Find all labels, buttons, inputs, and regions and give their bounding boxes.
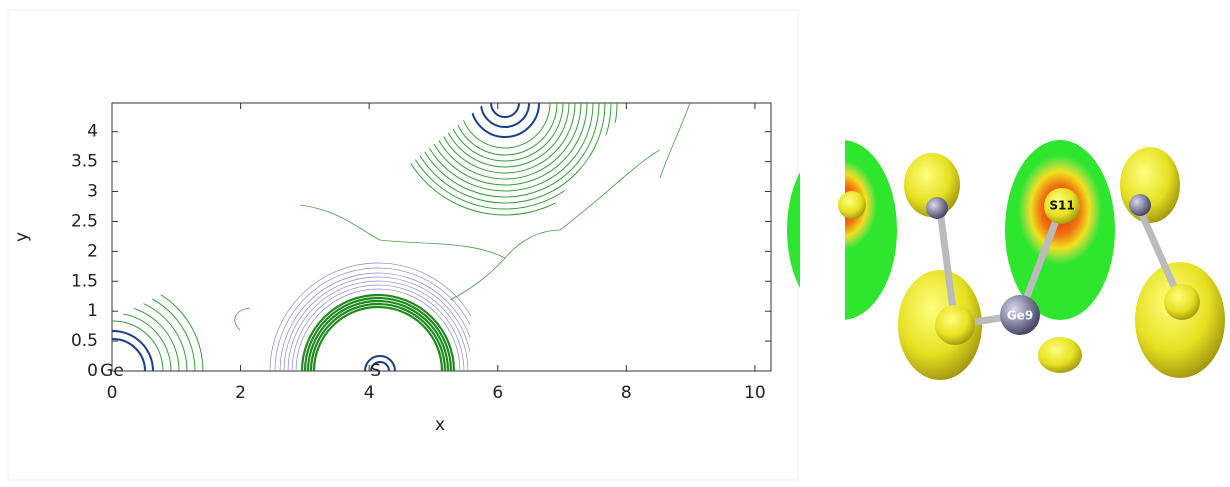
atom-annotation: Ge [100, 361, 124, 381]
structure-render: S11 Ge9 [787, 140, 1230, 380]
x-tick-label: 10 [744, 383, 766, 403]
x-axis-label: x [435, 415, 445, 435]
atom-annotation: S [370, 361, 381, 381]
x-tick-label: 8 [621, 383, 632, 403]
atom-label: S11 [1049, 199, 1074, 213]
x-tick-label: 2 [235, 383, 246, 403]
y-tick-label: 1.5 [71, 271, 98, 291]
y-tick-label: 0.5 [71, 331, 98, 351]
y-tick-label: 0 [87, 361, 98, 381]
y-tick-label: 1 [87, 301, 98, 321]
y-tick-label: 3.5 [71, 152, 98, 172]
plot-area [23, 0, 862, 479]
y-tick-label: 2.5 [71, 211, 98, 231]
y-tick-label: 4 [87, 122, 98, 142]
x-tick-label: 6 [492, 383, 503, 403]
x-tick-label: 0 [107, 383, 118, 403]
atom-label: Ge9 [1007, 309, 1033, 323]
page: x y S11 Ge9 0 2 4 6 8 10 0 0.5 1 1.5 2 2.5 3 3.5 4 Ge S [0, 0, 1230, 487]
x-tick-label: 4 [364, 383, 375, 403]
y-tick-label: 2 [87, 241, 98, 261]
y-tick-label: 3 [87, 182, 98, 202]
y-axis-label: y [12, 232, 32, 242]
